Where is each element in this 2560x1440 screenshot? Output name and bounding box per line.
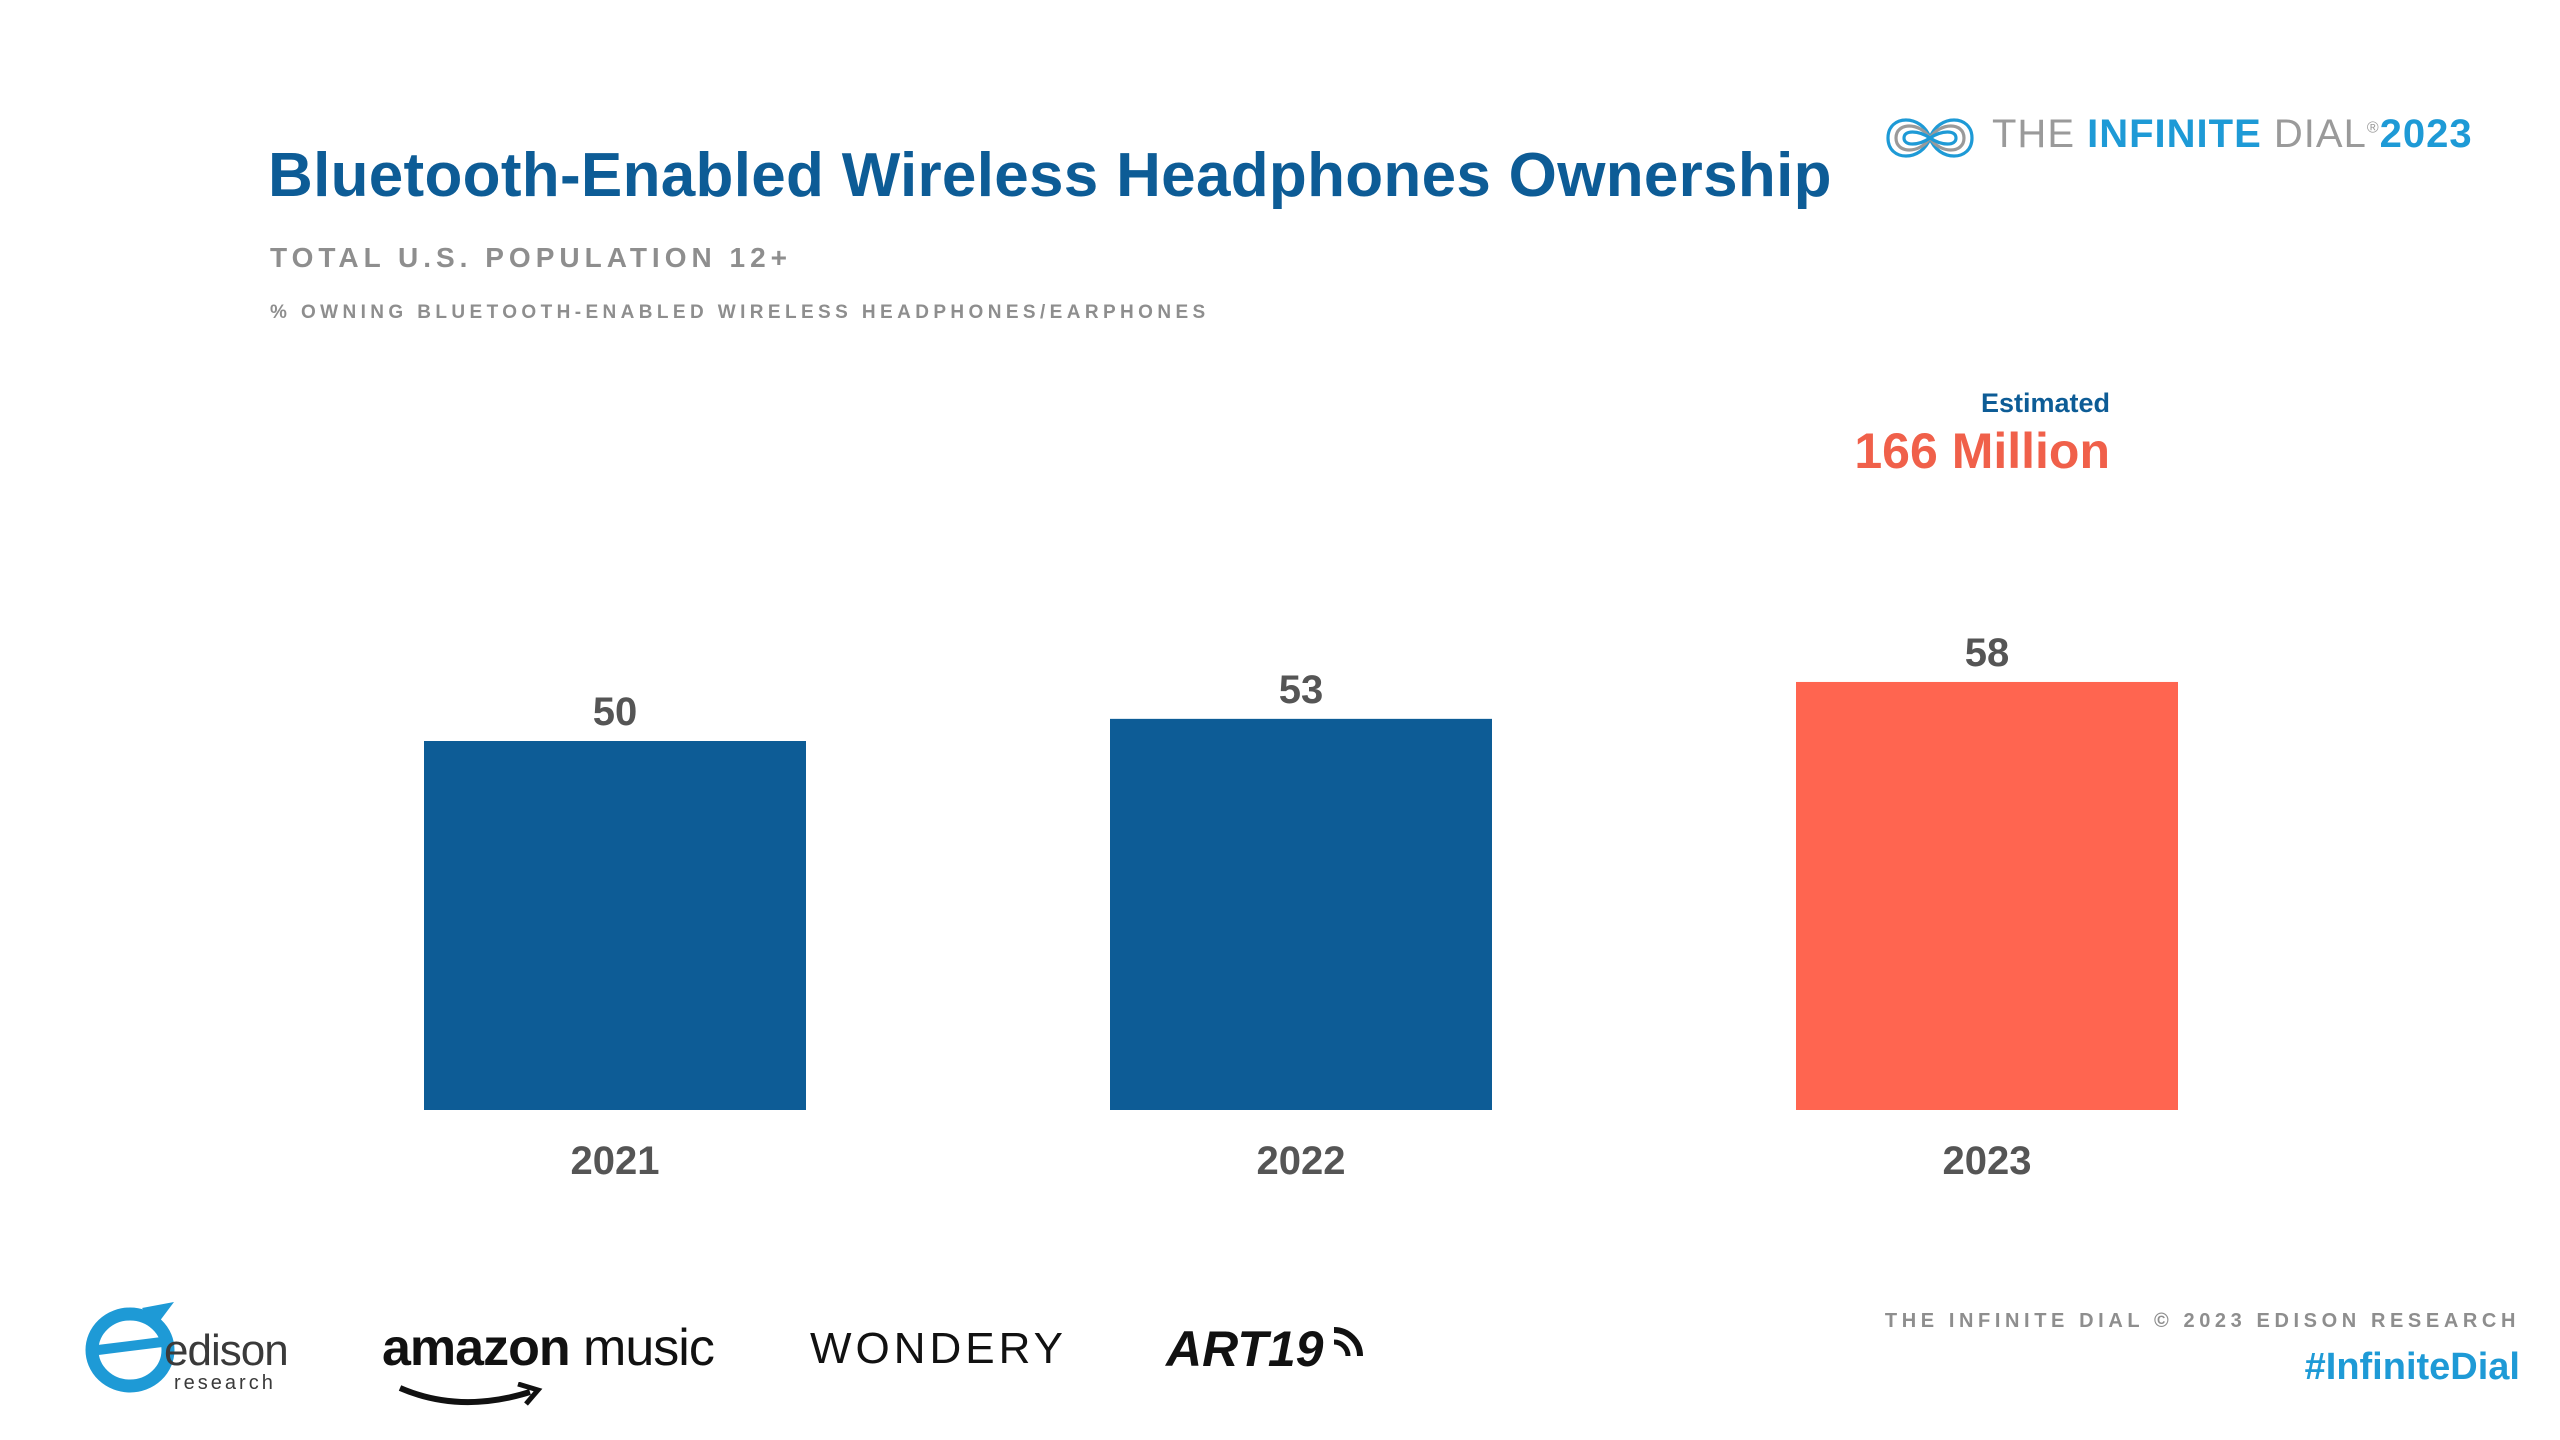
amazon-smile-icon	[398, 1382, 543, 1406]
estimate-value: 166 Million	[1854, 423, 2110, 479]
infinity-logo-icon	[1886, 118, 1974, 158]
edison-logo-icon	[85, 1302, 175, 1393]
edison-wordmark: edison	[164, 1326, 289, 1375]
hashtag: #InfiniteDial	[2304, 1346, 2520, 1388]
bar-chart: 50 2021 53 2022 58 2023	[424, 631, 2178, 1183]
wondery-logo: WONDERY	[810, 1324, 1067, 1373]
bar-2022	[1110, 718, 1492, 1110]
slide-title: Bluetooth-Enabled Wireless Headphones Ow…	[268, 141, 1832, 210]
amazon-music-logo: amazon music	[382, 1319, 715, 1377]
data-label-2021: 50	[593, 690, 638, 734]
x-tick-2021: 2021	[571, 1139, 660, 1183]
chart-description: % OWNING BLUETOOTH-ENABLED WIRELESS HEAD…	[270, 302, 1210, 323]
brand-wordmark: THE INFINITE DIAL®2023	[1992, 112, 2473, 156]
signal-wave-icon	[1333, 1327, 1363, 1357]
estimate-label: Estimated	[1980, 388, 2110, 418]
bar-2021	[424, 741, 806, 1110]
infinite-dial-brand: THE INFINITE DIAL®2023	[1880, 106, 2500, 170]
data-label-2023: 58	[1965, 631, 2010, 675]
art19-logo: ART19	[1166, 1321, 1324, 1377]
x-tick-2022: 2022	[1257, 1139, 1346, 1183]
sponsor-logos: edison research amazon music WONDERY ART…	[80, 1290, 1380, 1420]
x-tick-2023: 2023	[1943, 1139, 2032, 1183]
data-label-2022: 53	[1279, 668, 1324, 712]
slide-subtitle: TOTAL U.S. POPULATION 12+	[270, 242, 792, 273]
footer-credit: THE INFINITE DIAL © 2023 EDISON RESEARCH	[1884, 1310, 2520, 1332]
edison-subtext: research	[174, 1372, 276, 1394]
bar-2023	[1796, 681, 2178, 1110]
